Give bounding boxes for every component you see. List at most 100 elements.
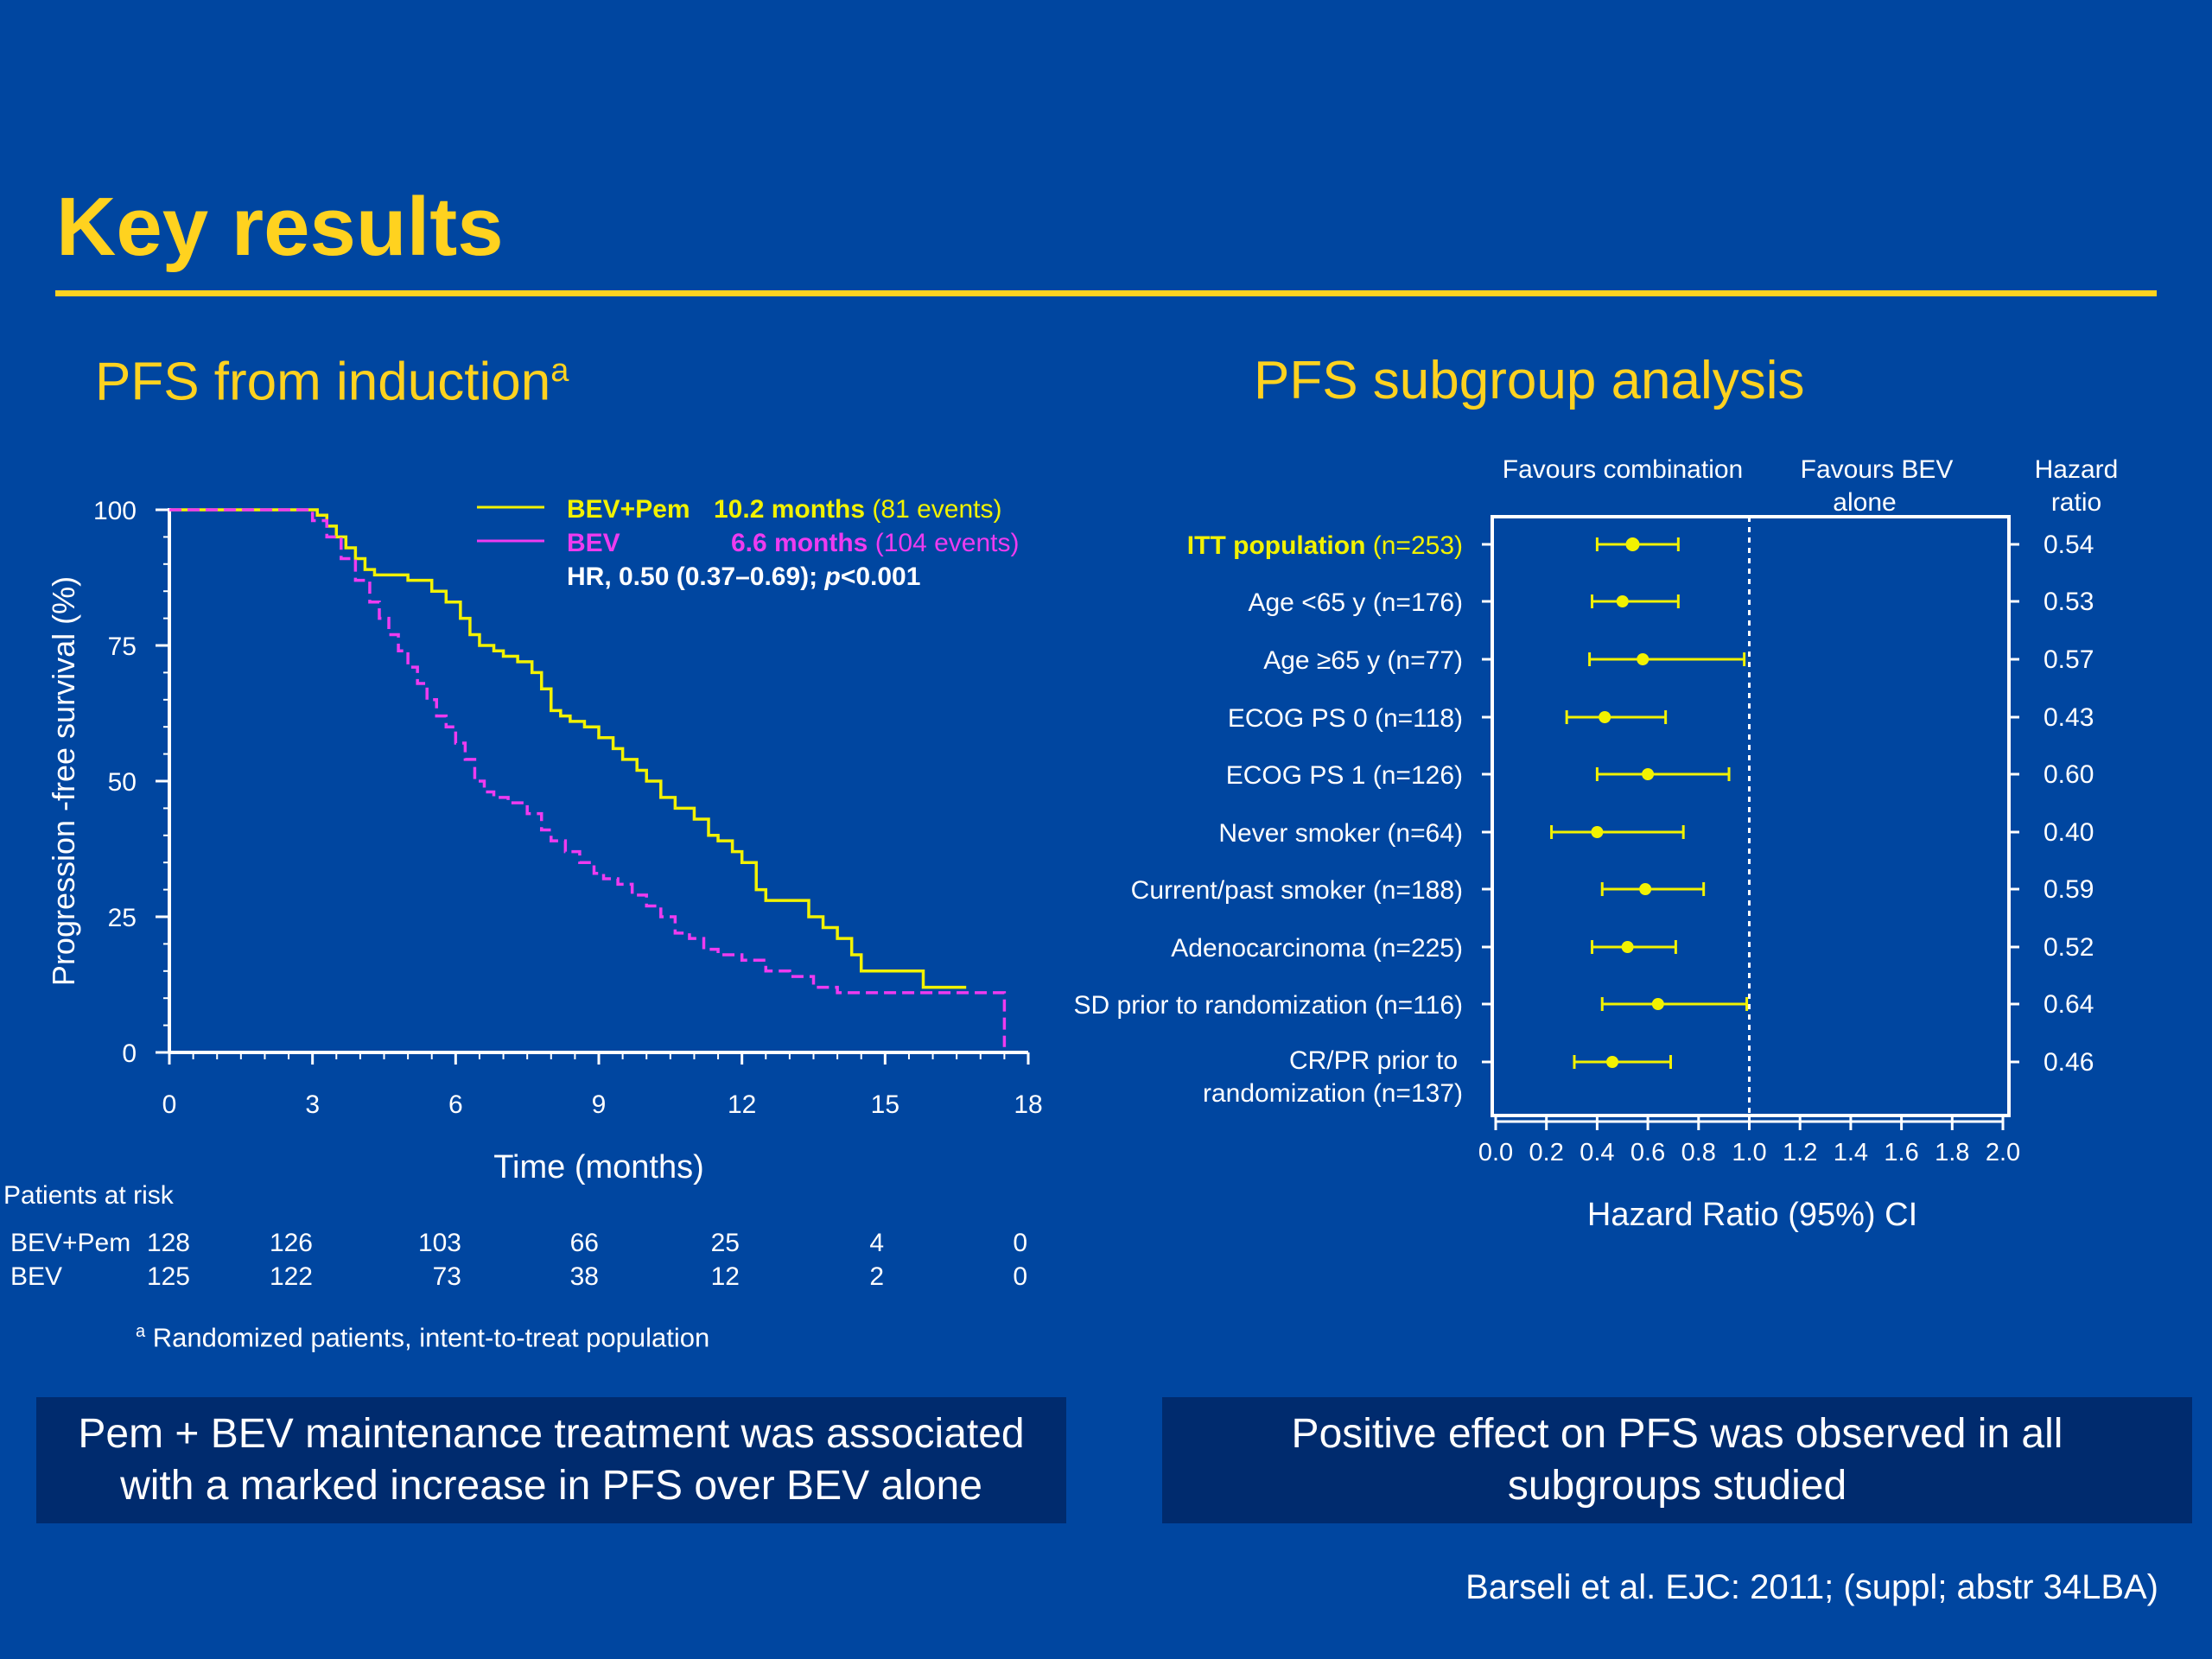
forest-hr-value: 0.46: [2044, 1048, 2094, 1077]
km-x-tick-label: 15: [871, 1090, 899, 1119]
forest-row: Age <65 y (n=176) 0.53: [1248, 588, 2094, 617]
forest-row-label: ECOG PS 1 (n=126): [1226, 761, 1463, 790]
km-curve-bev: [169, 508, 1007, 1047]
forest-header-favours-bev-2: alone: [1833, 488, 1896, 517]
risk-table-cell: 122: [270, 1262, 313, 1291]
forest-hr-value: 0.43: [2044, 703, 2094, 732]
legend-median-bev-pem: 10.2 months: [714, 495, 865, 524]
forest-x-tick-label: 1.8: [1935, 1139, 1969, 1166]
risk-table-cell: 73: [433, 1262, 461, 1291]
hr-p-symbol: p: [824, 563, 841, 591]
callout-left: Pem + BEV maintenance treatment was asso…: [36, 1397, 1066, 1523]
forest-row-label: Age <65 y (n=176): [1248, 588, 1463, 617]
km-x-tick-label: 6: [448, 1090, 463, 1119]
legend-events-bev-pem: (81 events): [865, 495, 1001, 524]
forest-row-label-main: ECOG PS 0 (n=118): [1228, 704, 1463, 733]
risk-table-cell: 12: [711, 1262, 740, 1291]
slide-title: Key results: [56, 181, 504, 273]
forest-point-estimate: [1639, 883, 1652, 895]
km-y-tick-label: 75: [108, 632, 137, 661]
forest-header-favours-combination: Favours combination: [1503, 455, 1743, 484]
forest-point-estimate: [1599, 711, 1611, 723]
km-curve-bev-pem: [169, 508, 967, 989]
forest-hr-value: 0.60: [2044, 760, 2094, 789]
forest-row-label: ITT population (n=253): [1187, 531, 1463, 560]
forest-row-label: Current/past smoker (n=188): [1131, 876, 1463, 905]
forest-row: ECOG PS 1 (n=126) 0.60: [1226, 760, 2094, 790]
forest-x-tick-label: 1.4: [1834, 1139, 1868, 1166]
footnote-text: Randomized patients, intent-to-treat pop…: [152, 1322, 710, 1353]
forest-point-estimate: [1621, 941, 1634, 953]
forest-x-tick-label: 0.2: [1529, 1139, 1564, 1166]
forest-x-tick-label: 1.6: [1884, 1139, 1918, 1166]
forest-row: ITT population (n=253) 0.54: [1187, 531, 2094, 560]
risk-table-row-label: BEV: [10, 1262, 62, 1291]
forest-row-label-main: ECOG PS 1 (n=126): [1226, 761, 1463, 790]
km-x-tick-label: 12: [728, 1090, 756, 1119]
km-panel-title: PFS from inductiona: [95, 354, 569, 410]
legend-stats-bev: 6.6 months (104 events): [731, 529, 1019, 557]
forest-x-tick-label: 0.6: [1630, 1139, 1665, 1166]
forest-hr-value: 0.57: [2044, 645, 2094, 674]
risk-table-cell: 128: [147, 1229, 190, 1257]
forest-hr-value: 0.52: [2044, 933, 2094, 962]
risk-table-cell: 66: [570, 1229, 599, 1257]
forest-row-label: Adenocarcinoma (n=225): [1171, 934, 1463, 963]
forest-point-estimate: [1591, 826, 1604, 838]
km-y-tick-label: 50: [108, 768, 137, 797]
forest-row-label-main: Adenocarcinoma (n=225): [1171, 934, 1463, 963]
risk-table-cell: 25: [711, 1229, 740, 1257]
km-y-axis-label: Progression -free survival (%): [46, 576, 81, 986]
forest-row-label: SD prior to randomization (n=116): [1074, 991, 1464, 1020]
footnote: a Randomized patients, intent-to-treat p…: [136, 1322, 709, 1353]
forest-header-hazard: Hazard: [2035, 455, 2119, 484]
forest-point-estimate: [1651, 998, 1664, 1010]
legend-hazard-ratio: HR, 0.50 (0.37–0.69); p<0.001: [567, 563, 920, 591]
forest-header-ratio: ratio: [2051, 488, 2101, 517]
forest-x-tick-label: 0.8: [1681, 1139, 1716, 1166]
forest-point-estimate: [1642, 768, 1655, 780]
forest-hr-value: 0.59: [2044, 875, 2094, 904]
km-x-tick-label: 9: [592, 1090, 607, 1119]
km-x-axis-label: Time (months): [493, 1149, 704, 1185]
forest-point-estimate: [1616, 595, 1629, 607]
km-x-minor-ticks: [168, 1052, 1030, 1065]
km-title-footnote-mark: a: [550, 353, 569, 389]
forest-point-estimate: [1606, 1056, 1619, 1068]
forest-row-label-main: Never smoker (n=64): [1218, 819, 1463, 848]
forest-row-label: ECOG PS 0 (n=118): [1228, 704, 1463, 733]
callout-left-line-1: Pem + BEV maintenance treatment was asso…: [78, 1411, 1025, 1457]
forest-row: Adenocarcinoma (n=225) 0.52: [1171, 933, 2094, 963]
forest-row: Age ≥65 y (n=77) 0.57: [1263, 645, 2094, 675]
forest-row-label-main: Age ≥65 y (n=77): [1263, 646, 1463, 675]
forest-hr-value: 0.64: [2044, 990, 2094, 1019]
forest-x-tick-label: 1.2: [1783, 1139, 1817, 1166]
forest-row: SD prior to randomization (n=116) 0.64: [1074, 990, 2094, 1020]
km-y-tick-label: 0: [122, 1039, 137, 1068]
forest-x-tick-label: 0.4: [1580, 1139, 1614, 1166]
citation: Barseli et al. EJC: 2011; (suppl; abstr …: [1465, 1568, 2158, 1606]
km-x-tick-label: 18: [1014, 1090, 1042, 1119]
forest-point-estimate: [1637, 653, 1649, 665]
forest-hr-value: 0.53: [2044, 588, 2094, 616]
risk-table-cell: 4: [869, 1229, 884, 1257]
forest-row: ECOG PS 0 (n=118) 0.43: [1228, 703, 2094, 733]
forest-row: CR/PR prior to randomization (n=137) 0.46: [1203, 1046, 2094, 1108]
callout-right-line-2: subgroups studied: [1507, 1463, 1847, 1509]
legend-name-bev: BEV: [567, 529, 620, 557]
risk-table-cell: 0: [1013, 1229, 1027, 1257]
forest-row: Current/past smoker (n=188) 0.59: [1131, 875, 2094, 905]
risk-table-cell: 2: [869, 1262, 884, 1291]
km-y-tick-label: 100: [93, 497, 137, 525]
forest-x-tick-label: 0.0: [1478, 1139, 1513, 1166]
hr-p-value: <0.001: [841, 563, 921, 591]
risk-table-cell: 38: [570, 1262, 599, 1291]
forest-x-axis-label: Hazard Ratio (95%) CI: [1587, 1197, 1917, 1233]
callout-right-line-1: Positive effect on PFS was observed in a…: [1291, 1411, 2063, 1457]
forest-row-label-main: ITT population: [1187, 531, 1366, 560]
forest-header-favours-bev-1: Favours BEV: [1801, 455, 1954, 484]
legend-name-bev-pem: BEV+Pem: [567, 495, 690, 524]
legend-events-bev: (104 events): [868, 529, 1019, 557]
footnote-mark: a: [136, 1322, 146, 1341]
km-y-tick-label: 25: [108, 904, 137, 932]
